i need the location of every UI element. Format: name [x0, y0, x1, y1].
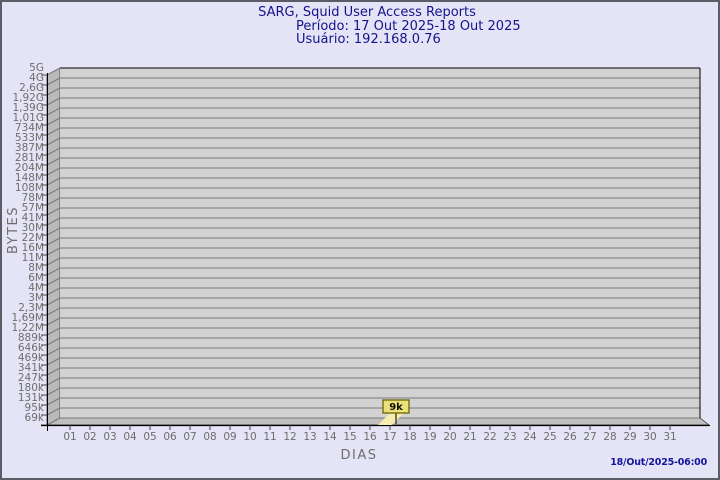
- x-tick-label: 17: [383, 431, 396, 443]
- y-tick-label: 533M: [15, 132, 44, 144]
- x-tick-label: 28: [603, 431, 616, 443]
- y-tick-label: 3M: [28, 292, 44, 304]
- y-tick-label: 16M: [22, 242, 44, 254]
- x-tick-label: 21: [463, 431, 476, 443]
- x-axis: 01 02 03 04 05 06 07 08 09 10 11 12 13 14 15 16 17 18 19 20…: [41, 73, 710, 443]
- y-tick-label: 78M: [22, 192, 44, 204]
- plot-face: [60, 68, 700, 418]
- x-tick-label: 18: [403, 431, 416, 443]
- y-tick-label: 1,69M: [12, 312, 44, 324]
- x-tick-label: 02: [83, 431, 96, 443]
- y-tick-label: 131k: [18, 392, 45, 404]
- y-tick-label: 41M: [22, 212, 44, 224]
- y-tick-label: 1,01G: [12, 112, 44, 124]
- x-tick-label: 06: [163, 431, 177, 443]
- y-tick-label: 247k: [18, 372, 45, 384]
- x-tick-label: 08: [203, 431, 216, 443]
- x-tick-label: 04: [123, 431, 137, 443]
- y-tick-label: 204M: [15, 162, 44, 174]
- y-tick-label: 69k: [25, 412, 45, 424]
- generated-timestamp: 18/Out/2025-06:00: [610, 457, 707, 468]
- x-tick-label: 20: [443, 431, 456, 443]
- x-tick-label: 25: [543, 431, 556, 443]
- y-tick-label: 57M: [22, 202, 44, 214]
- x-tick-label: 23: [503, 431, 516, 443]
- x-tick-label: 30: [643, 431, 656, 443]
- page-title: SARG, Squid User Access Reports: [258, 5, 476, 20]
- y-tick-label: 889k: [18, 332, 45, 344]
- y-tick-label: 148M: [15, 172, 44, 184]
- y-tick-label: 646k: [18, 342, 45, 354]
- x-tick-label: 26: [563, 431, 577, 443]
- x-tick-label: 07: [183, 431, 196, 443]
- y-tick-label: 341k: [18, 362, 45, 374]
- report-user: Usuário: 192.168.0.76: [296, 32, 441, 47]
- x-tick-label: 13: [303, 431, 316, 443]
- y-tick-label: 11M: [22, 252, 44, 264]
- y-axis: 5G4G2,6G1,92G1,39G1,01G734M533M387M281M2…: [12, 62, 47, 426]
- marker-flag: [378, 413, 404, 425]
- x-tick-label: 24: [523, 431, 537, 443]
- y-tick-label: 281M: [15, 152, 44, 164]
- y-tick-label: 734M: [15, 122, 44, 134]
- x-tick-label: 19: [423, 431, 436, 443]
- x-tick-label: 10: [243, 431, 256, 443]
- y-tick-label: 469k: [18, 352, 45, 364]
- gridlines: [46, 67, 700, 426]
- y-tick-label: 1,39G: [12, 102, 44, 114]
- y-tick-label: 4G: [29, 72, 44, 84]
- y-tick-label: 22M: [22, 232, 44, 244]
- y-tick-label: 108M: [15, 182, 44, 194]
- x-tick-label: 29: [623, 431, 636, 443]
- data-marker: 9k: [378, 399, 410, 425]
- x-tick-label: 09: [223, 431, 236, 443]
- report-period: Período: 17 Out 2025-18 Out 2025: [296, 19, 521, 34]
- y-tick-label: 2,6G: [19, 82, 44, 94]
- y-tick-label: 2,3M: [18, 302, 44, 314]
- x-tick-label: 11: [263, 431, 276, 443]
- y-tick-label: 30M: [22, 222, 44, 234]
- y-tick-label: 1,92G: [12, 92, 44, 104]
- x-tick-label: 03: [103, 431, 116, 443]
- x-tick-label: 12: [283, 431, 296, 443]
- y-tick-label: 6M: [28, 272, 44, 284]
- x-tick-label: 22: [483, 431, 496, 443]
- marker-box: [382, 399, 410, 414]
- plot-floor: [46, 417, 711, 426]
- x-tick-label: 15: [343, 431, 356, 443]
- y-tick-label: 8M: [28, 262, 44, 274]
- x-tick-label: 16: [363, 431, 377, 443]
- y-tick-label: 5G: [29, 62, 44, 74]
- y-tick-label: 387M: [15, 142, 44, 154]
- y-tick-label: 180k: [18, 382, 45, 394]
- x-tick-label: 31: [663, 431, 676, 443]
- x-tick-label: 14: [323, 431, 337, 443]
- marker-value-label: 9k: [389, 402, 403, 413]
- y-tick-label: 4M: [28, 282, 44, 294]
- x-axis-title: DIAS: [340, 448, 378, 463]
- y-tick-label: 95k: [25, 402, 45, 414]
- x-tick-label: 05: [143, 431, 156, 443]
- y-tick-label: 1,22M: [12, 322, 44, 334]
- x-tick-label: 27: [583, 431, 596, 443]
- x-tick-label: 01: [63, 431, 76, 443]
